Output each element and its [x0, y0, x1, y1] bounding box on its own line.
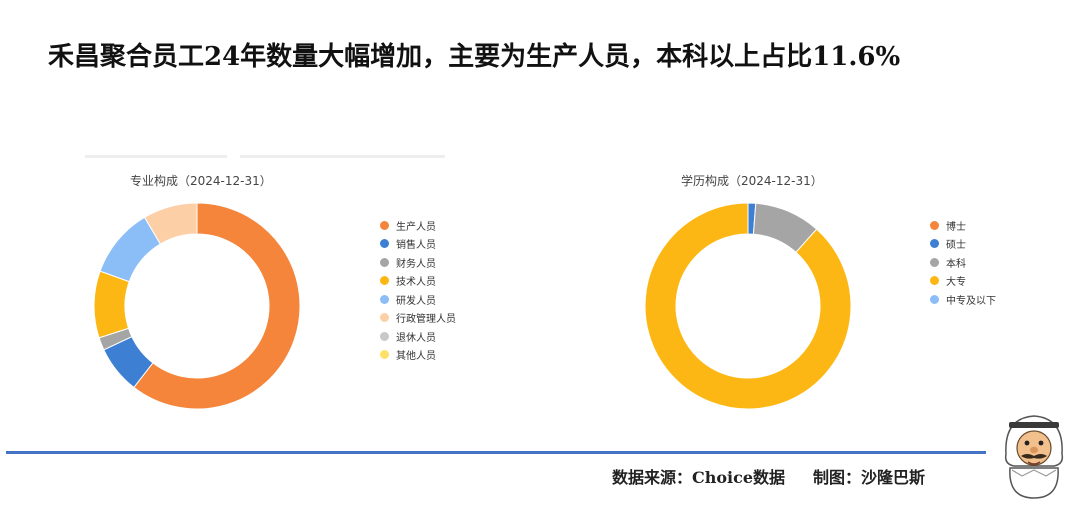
footer: 数据来源：Choice数据 制图：沙隆巴斯: [612, 464, 925, 488]
legend-label: 其他人员: [396, 351, 436, 363]
legend-swatch: [930, 220, 939, 230]
legend-label: 财务人员: [396, 258, 436, 270]
slice-大专: [644, 202, 852, 410]
toolbar-strip-right: [240, 155, 445, 158]
legend-swatch: [930, 294, 939, 304]
legend-label: 技术人员: [396, 277, 436, 289]
chart-maker-label: 制图：沙隆巴斯: [813, 468, 926, 487]
legend-item[interactable]: 生产人员: [380, 216, 456, 235]
page-headline: 禾昌聚合员工24年数量大幅增加，主要为生产人员，本科以上占比11.6%: [48, 42, 901, 72]
legend-swatch: [380, 331, 389, 341]
legend-label: 博士: [946, 221, 966, 233]
legend-item[interactable]: 技术人员: [380, 272, 456, 291]
footer-divider: [6, 451, 986, 454]
chart-legend: 生产人员销售人员财务人员技术人员研发人员行政管理人员 退休人员其他人员: [380, 216, 456, 364]
legend-swatch: [930, 276, 939, 286]
legend-item[interactable]: 销售人员: [380, 235, 456, 254]
legend-label: 硕士: [946, 240, 966, 252]
legend-label: 退休人员: [396, 332, 436, 344]
legend-label: 生产人员: [396, 221, 436, 233]
legend-item[interactable]: 其他人员: [380, 346, 456, 365]
legend-label: 销售人员: [396, 240, 436, 252]
legend-swatch: [380, 313, 389, 323]
data-source-label: 数据来源：Choice数据: [612, 468, 786, 487]
slice-技术人员: [93, 270, 130, 339]
legend-label: 大专: [946, 277, 966, 289]
legend-item[interactable]: 行政管理人员: [380, 309, 456, 328]
chart-title: 学历构成（2024-12-31）: [681, 174, 823, 188]
donut-chart: [93, 202, 301, 410]
slice-行政管理人员: [143, 202, 198, 245]
slice-生产人员: [133, 202, 301, 410]
legend-item[interactable]: 博士: [930, 216, 996, 235]
legend-swatch: [380, 350, 389, 360]
legend-item[interactable]: 本科: [930, 253, 996, 272]
legend-label: 研发人员: [396, 295, 436, 307]
legend-swatch: [380, 276, 389, 286]
chart-legend: 博士硕士本科大专中专及以下: [930, 216, 996, 309]
legend-item[interactable]: 大专: [930, 272, 996, 291]
chart-education-composition: 学历构成（2024-12-31） 博士硕士本科大专中专及以下: [540, 168, 1060, 428]
chart-title: 专业构成（2024-12-31）: [130, 174, 272, 188]
legend-label: 行政管理人员: [396, 314, 456, 326]
legend-swatch: [930, 257, 939, 267]
legend-swatch: [380, 220, 389, 230]
toolbar-strip-left: [85, 155, 227, 158]
legend-swatch: [380, 257, 389, 267]
legend-item[interactable]: 财务人员: [380, 253, 456, 272]
legend-label: 本科: [946, 258, 966, 270]
legend-swatch: [930, 239, 939, 249]
legend-swatch: [380, 294, 389, 304]
legend-item[interactable]: 中专及以下: [930, 290, 996, 309]
donut-chart: [644, 202, 852, 410]
legend-item[interactable]: 研发人员: [380, 290, 456, 309]
legend-item[interactable]: 退休人员: [380, 327, 456, 346]
legend-item[interactable]: 硕士: [930, 235, 996, 254]
legend-swatch: [380, 239, 389, 249]
mascot-logo: [1004, 415, 1064, 499]
legend-label: 中专及以下: [946, 295, 996, 307]
chart-major-composition: 专业构成（2024-12-31） 生产人员销售人员财务人员技术人员研发人员行政管…: [0, 168, 540, 428]
